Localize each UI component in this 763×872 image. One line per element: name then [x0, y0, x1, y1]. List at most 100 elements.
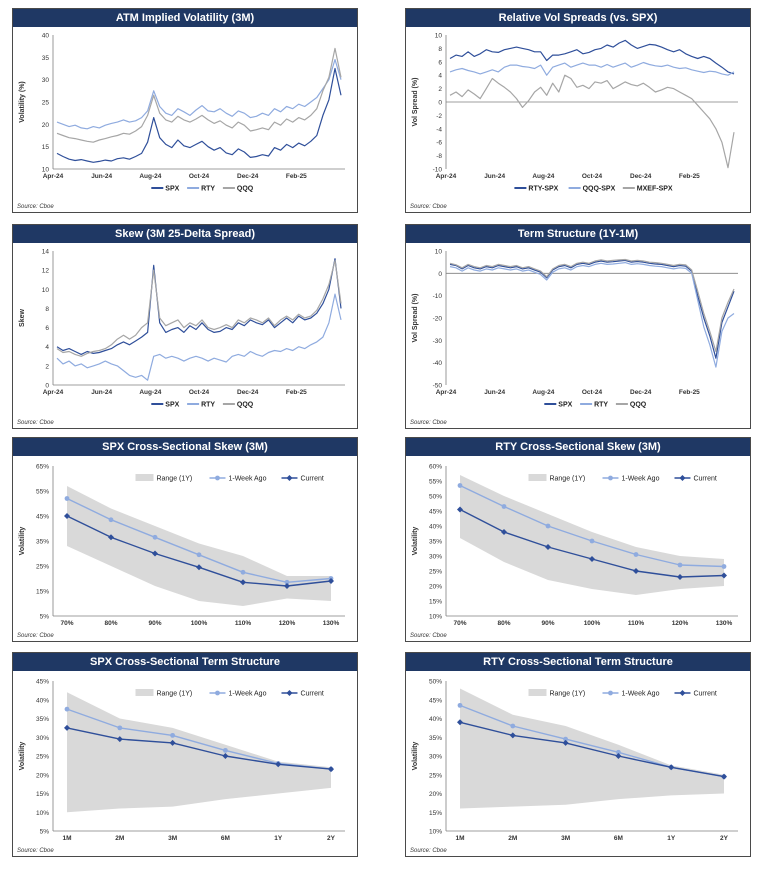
x-tick-label: Jun-24	[91, 389, 112, 396]
data-point	[64, 724, 70, 731]
x-tick-label: Apr-24	[43, 389, 64, 396]
data-point	[633, 552, 639, 557]
y-tick-label: 55%	[36, 489, 49, 496]
data-point	[677, 574, 683, 580]
source-note: Source: Cboe	[17, 848, 54, 854]
series-line	[56, 258, 342, 355]
source-note: Source: Cboe	[410, 633, 447, 639]
x-tick-label: Jun-24	[91, 173, 112, 180]
data-point	[668, 764, 675, 771]
x-tick-label: 2Y	[720, 835, 729, 842]
source-note: Source: Cboe	[410, 204, 447, 210]
x-tick-label: Dec-24	[237, 389, 259, 396]
x-tick-label: 6M	[221, 835, 230, 842]
x-tick-label: Dec-24	[630, 173, 652, 180]
x-tick-label: 3M	[168, 835, 177, 842]
y-tick-label: 15%	[429, 599, 442, 606]
y-axis-title: Volatility	[412, 527, 419, 556]
chart-rty-term: 10% 15% 20% 25% 30% 35% 40% 45% 50% 1M 2M 3M 6M 1Y 2Y V…	[412, 679, 738, 842]
legend-label: 1-Week Ago	[228, 476, 266, 483]
chart-rty-skew: 10% 15% 20% 25% 30% 35% 40% 45% 50% 55% 60% 70% 80% 9…	[412, 464, 738, 627]
chart-title: Skew (3M 25-Delta Spread)	[13, 225, 357, 243]
chart-title: RTY Cross-Sectional Skew (3M)	[406, 438, 750, 456]
legend-swatch	[135, 689, 154, 696]
x-tick-label: Feb-25	[286, 173, 307, 180]
y-tick-label: 25%	[36, 754, 49, 761]
legend-marker	[679, 475, 686, 481]
chart-title: Relative Vol Spreads (vs. SPX)	[406, 9, 750, 27]
x-tick-label: Dec-24	[237, 173, 259, 180]
legend-marker	[286, 690, 293, 696]
legend-label: Current	[693, 476, 716, 483]
x-tick-label: 3M	[561, 835, 570, 842]
legend-label: QQQ	[237, 186, 254, 193]
legend-marker	[608, 475, 613, 481]
legend-label: RTY	[201, 186, 215, 193]
y-tick-label: 4	[45, 344, 49, 351]
data-point	[457, 483, 463, 488]
y-tick-label: -10	[433, 167, 443, 174]
x-tick-label: 70%	[453, 620, 466, 627]
legend-label: 1-Week Ago	[621, 691, 659, 698]
data-point	[616, 749, 621, 755]
x-tick-label: 1M	[455, 835, 464, 842]
chart-spx-skew: 5% 15% 25% 35% 45% 55% 65% 70% 80% 90% 100% 110% 120…	[19, 464, 345, 627]
x-tick-label: 2M	[508, 835, 517, 842]
x-tick-label: Aug-24	[532, 173, 554, 180]
data-point	[721, 773, 727, 780]
x-tick-label: Apr-24	[436, 173, 457, 180]
chart-rel-vol: -10 -8 -6 -4 -2 0 2 4 6 8 10 Apr-24 Jun-24 Aug-24 Oct-…	[412, 33, 738, 193]
chart-panel-atm-vol: ATM Implied Volatility (3M) 10 15 20 25 30 35…	[12, 8, 358, 213]
data-point	[64, 513, 70, 519]
y-tick-label: 30	[42, 77, 50, 84]
data-point	[589, 556, 595, 562]
y-tick-label: -50	[433, 383, 443, 390]
data-point	[509, 732, 516, 739]
legend-label: QQQ	[237, 402, 254, 409]
y-tick-label: 10	[42, 287, 50, 294]
y-tick-label: 40%	[429, 524, 442, 531]
y-tick-label: -40	[433, 360, 443, 367]
legend-label: Range (1Y)	[549, 476, 585, 483]
series-line	[449, 258, 735, 353]
data-point	[223, 747, 228, 753]
x-tick-label: Aug-24	[139, 389, 161, 396]
x-tick-label: 1Y	[667, 835, 676, 842]
data-point	[615, 753, 622, 759]
y-tick-label: 2	[45, 363, 49, 370]
data-point	[677, 562, 683, 568]
data-point	[328, 578, 334, 584]
range-band	[67, 692, 331, 813]
data-point	[116, 736, 123, 743]
series-line	[449, 61, 735, 76]
y-axis-title: Volatility	[412, 742, 419, 771]
series-line	[66, 727, 332, 770]
x-tick-label: 1Y	[274, 835, 283, 842]
y-tick-label: 40%	[36, 697, 49, 704]
y-tick-label: 12	[42, 268, 50, 275]
y-tick-label: -4	[436, 126, 442, 133]
y-tick-label: 5%	[40, 829, 50, 836]
x-tick-label: 80%	[104, 620, 117, 627]
chart-title: SPX Cross-Sectional Skew (3M)	[13, 438, 357, 456]
source-note: Source: Cboe	[410, 420, 447, 426]
y-tick-label: 10%	[36, 810, 49, 817]
data-point	[170, 732, 176, 738]
y-tick-label: -2	[436, 113, 442, 120]
y-tick-label: 15%	[429, 810, 442, 817]
legend-label: Current	[300, 476, 323, 483]
data-point	[284, 583, 290, 589]
data-point	[545, 544, 551, 550]
data-point	[721, 572, 727, 579]
data-point	[117, 725, 123, 731]
legend-label: 1-Week Ago	[228, 691, 266, 698]
data-point	[328, 766, 334, 773]
legend-label: RTY-SPX	[528, 186, 558, 193]
y-tick-label: 40%	[429, 716, 442, 723]
data-point	[284, 579, 290, 585]
series-line	[459, 721, 725, 778]
range-band	[460, 475, 724, 595]
chart-title: ATM Implied Volatility (3M)	[13, 9, 357, 27]
y-tick-label: 25%	[36, 564, 49, 571]
y-tick-label: -6	[436, 140, 442, 147]
